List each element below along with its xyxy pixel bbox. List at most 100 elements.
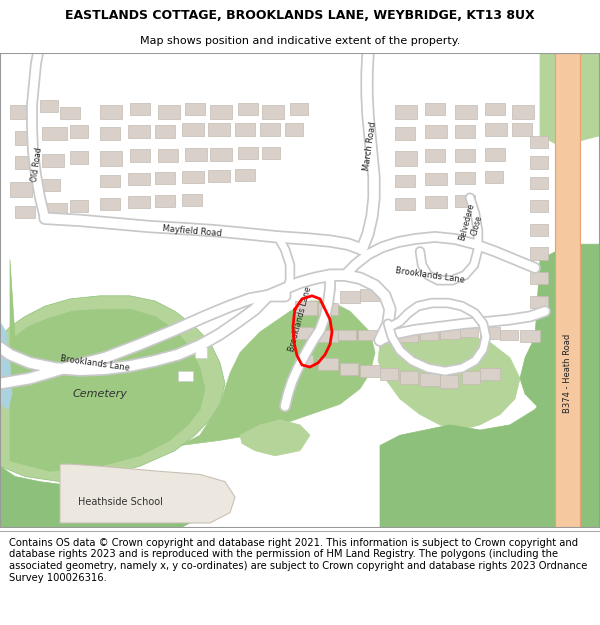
Bar xyxy=(15,156,35,169)
Bar xyxy=(285,123,303,136)
Bar xyxy=(480,368,500,381)
Polygon shape xyxy=(378,327,520,430)
Bar xyxy=(130,149,150,161)
Bar xyxy=(260,123,280,136)
Bar xyxy=(338,330,356,340)
Bar xyxy=(178,371,193,381)
Bar xyxy=(420,330,438,340)
Bar xyxy=(295,354,313,367)
Text: Brooklands Lane: Brooklands Lane xyxy=(287,286,313,353)
Bar xyxy=(485,102,505,115)
Bar xyxy=(530,177,548,189)
Text: Brooklands Lane: Brooklands Lane xyxy=(60,354,130,372)
Bar xyxy=(182,123,204,136)
Bar xyxy=(480,327,500,339)
Bar xyxy=(15,206,35,218)
Polygon shape xyxy=(240,420,310,456)
Bar xyxy=(208,123,230,136)
Bar xyxy=(158,105,180,119)
Bar xyxy=(530,200,548,212)
Bar xyxy=(340,291,360,303)
Polygon shape xyxy=(540,53,600,146)
Bar xyxy=(360,289,382,301)
Bar xyxy=(70,151,88,164)
Bar xyxy=(15,131,35,145)
Bar xyxy=(530,296,548,308)
Bar xyxy=(70,126,88,138)
Polygon shape xyxy=(520,244,600,420)
Bar xyxy=(295,327,313,339)
Bar xyxy=(380,368,398,381)
Text: EASTLANDS COTTAGE, BROOKLANDS LANE, WEYBRIDGE, KT13 8UX: EASTLANDS COTTAGE, BROOKLANDS LANE, WEYB… xyxy=(65,9,535,22)
Bar xyxy=(10,105,32,119)
Bar xyxy=(238,102,258,115)
Bar xyxy=(155,172,175,184)
Bar xyxy=(512,123,532,136)
Bar xyxy=(485,123,507,136)
Bar xyxy=(512,105,534,119)
Bar xyxy=(40,99,58,112)
Text: Brooklands Lane: Brooklands Lane xyxy=(395,266,465,284)
Bar xyxy=(208,170,230,182)
Bar xyxy=(358,330,378,340)
Text: Old Road: Old Road xyxy=(30,147,44,182)
Bar xyxy=(530,224,548,236)
Bar xyxy=(182,171,204,183)
Bar xyxy=(420,373,440,386)
Bar xyxy=(155,126,175,138)
Bar xyxy=(262,147,280,159)
Bar xyxy=(42,127,67,140)
Bar xyxy=(128,126,150,138)
Bar xyxy=(530,248,548,259)
Bar xyxy=(128,196,150,208)
Bar xyxy=(395,105,417,119)
Bar xyxy=(440,327,460,339)
Bar xyxy=(485,171,503,183)
Bar xyxy=(238,147,258,159)
Bar xyxy=(235,123,255,136)
Bar xyxy=(530,156,548,169)
Bar xyxy=(262,105,284,119)
Bar xyxy=(485,148,505,161)
Bar xyxy=(42,154,64,167)
Bar xyxy=(100,198,120,210)
Bar xyxy=(395,127,415,140)
Bar xyxy=(185,102,205,115)
Bar xyxy=(425,126,447,138)
Bar xyxy=(520,330,540,342)
Bar xyxy=(295,301,317,316)
Bar xyxy=(42,203,67,215)
Bar xyxy=(130,102,150,115)
Bar xyxy=(100,105,122,119)
Bar xyxy=(400,371,418,384)
Bar xyxy=(425,173,447,185)
Bar xyxy=(210,148,232,161)
Bar xyxy=(500,330,518,340)
Bar xyxy=(155,194,175,207)
Text: Cemetery: Cemetery xyxy=(73,389,127,399)
Bar xyxy=(70,200,88,212)
Polygon shape xyxy=(380,296,600,528)
Bar xyxy=(182,194,202,206)
Bar xyxy=(398,332,418,342)
Bar xyxy=(10,182,32,197)
Bar xyxy=(455,126,475,138)
Bar xyxy=(425,102,445,115)
Bar xyxy=(100,175,120,188)
Bar xyxy=(318,330,338,342)
Bar xyxy=(395,175,415,188)
Polygon shape xyxy=(10,259,205,471)
Polygon shape xyxy=(180,301,375,446)
Bar xyxy=(318,303,338,316)
Bar xyxy=(455,149,475,161)
Bar xyxy=(185,148,207,161)
Bar xyxy=(455,194,475,207)
Bar xyxy=(290,102,308,115)
Polygon shape xyxy=(60,464,235,523)
Text: B374 - Heath Road: B374 - Heath Road xyxy=(563,334,572,413)
Text: Mayfield Road: Mayfield Road xyxy=(162,224,222,238)
Bar xyxy=(440,375,458,388)
Bar xyxy=(455,105,477,119)
Bar xyxy=(425,149,445,161)
Bar xyxy=(425,196,447,208)
